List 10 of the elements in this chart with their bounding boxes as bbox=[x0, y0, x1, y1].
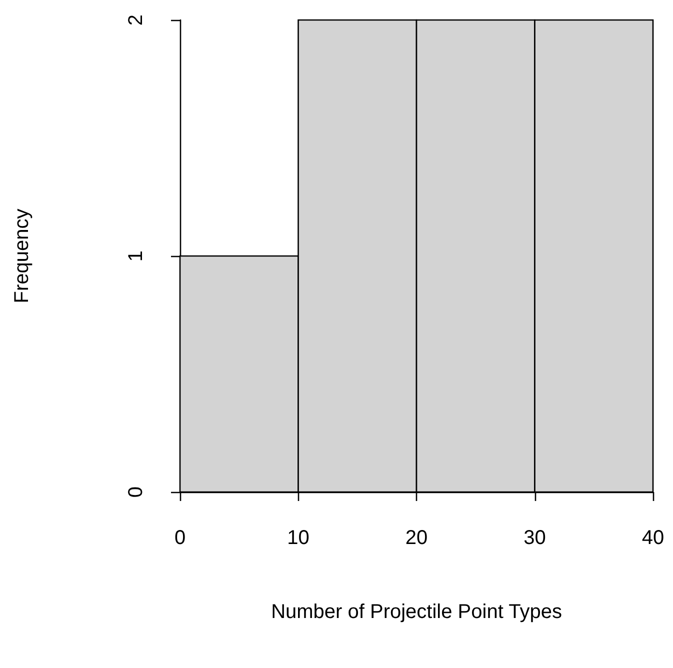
x-tick-label: 40 bbox=[642, 527, 664, 549]
y-tick-label: 0 bbox=[125, 486, 147, 498]
x-tick-label: 0 bbox=[174, 527, 186, 549]
x-tick-label: 30 bbox=[524, 527, 546, 549]
x-axis-title: Number of Projectile Point Types bbox=[271, 601, 562, 623]
y-tick-label: 2 bbox=[125, 14, 147, 26]
y-axis-title: Frequency bbox=[11, 208, 33, 304]
y-tick-label: 1 bbox=[125, 250, 147, 262]
x-tick-label: 20 bbox=[405, 527, 428, 549]
x-tick-label: 10 bbox=[287, 527, 310, 549]
